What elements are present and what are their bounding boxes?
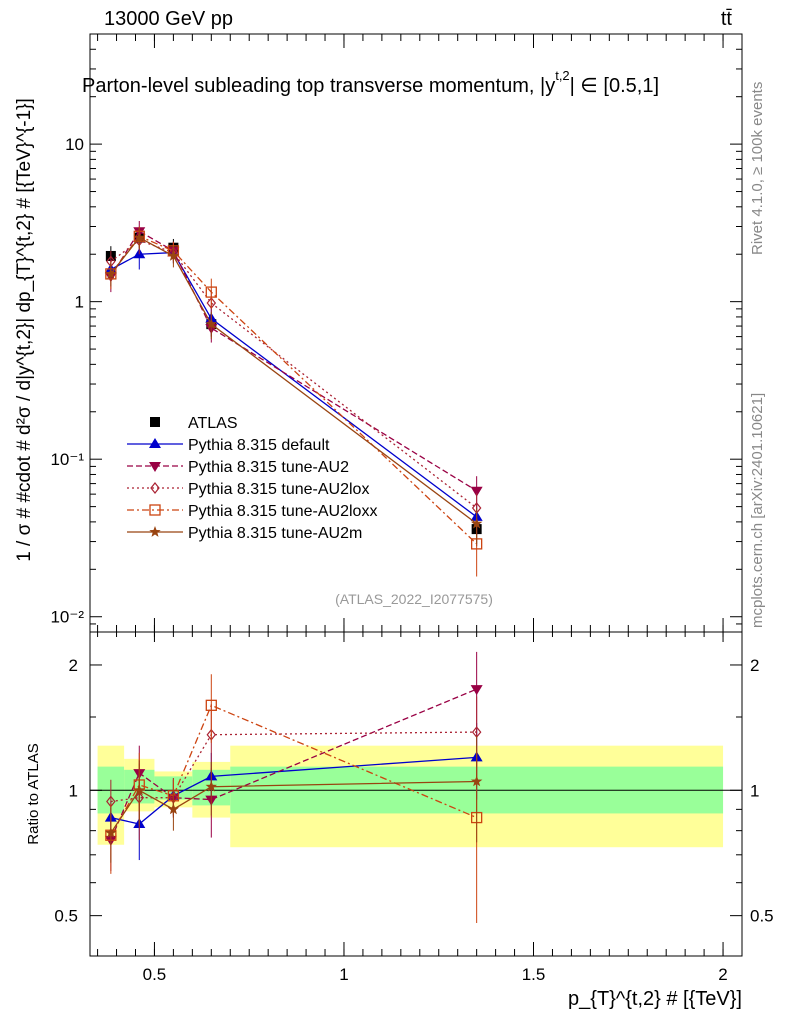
legend-label-4: Pythia 8.315 tune-AU2loxx [188,503,377,520]
ratio-point-4-4 [470,775,483,787]
ratio-series-line-1 [110,688,477,841]
main-point-5-4 [470,517,483,529]
legend-marker-0 [150,417,160,427]
ratio-uncertainty-bands [97,745,724,848]
legend-label-2: Pythia 8.315 tune-AU2 [188,459,349,476]
x-tick-label-3: 2 [718,965,727,984]
main-series-0 [105,228,482,547]
ratio-point-4-0 [105,826,117,838]
rivet-label: Rivet 4.1.0, ≥ 100k events [749,82,766,255]
ratio-tick-label-right-1: 1 [750,781,759,800]
legend-marker-5 [149,526,161,537]
legend-label-5: Pythia 8.315 tune-AU2m [188,525,362,542]
main-axis-ticks: 10⁻² 10⁻¹ 1 10 [50,33,742,633]
ratio-tick-label-left-1: 1 [69,781,78,800]
main-tick-label-0: 10⁻² [50,608,84,627]
ratio-point-1-4 [470,685,483,696]
legend-marker-4 [149,504,161,516]
ratio-tick-label-left-2: 2 [69,656,78,675]
legend-label-3: Pythia 8.315 tune-AU2lox [188,481,369,498]
ratio-tick-label-left-0: 0.5 [54,907,78,926]
main-series-5 [105,227,483,544]
ratio-tick-label-right-2: 2 [750,656,759,675]
x-tick-label-2: 1.5 [522,965,546,984]
ratio-y-axis-title: Ratio to ATLAS [25,743,42,844]
main-series-line-1 [110,251,478,518]
main-point-5-1 [133,231,145,243]
legend-marker-2 [149,462,161,472]
ratio-point-3-3 [205,699,217,711]
chart-title-sup: t,2 [555,68,569,83]
main-y-axis-title: 1 / σ # #cdot # d²σ / d|y^{t,2}| dp_{T}^… [14,98,35,562]
chart-title-tail: | ∈ [0.5,1] [570,75,659,97]
x-axis-title: p_{T}^{t,2} # [{TeV}] [568,988,742,1010]
ratio-panel-frame [89,631,743,957]
x-tick-label-1: 1 [339,965,348,984]
main-point-4-3 [205,286,217,298]
ratio-series-4 [105,736,483,863]
main-series-4 [105,226,483,577]
ratio-tick-label-right-0: 0.5 [750,907,774,926]
main-panel-frame [89,33,743,633]
main-point-5-2 [167,250,180,261]
legend-marker-3 [150,482,160,494]
main-series-layer [104,221,483,577]
main-point-5-0 [105,267,117,279]
main-tick-label-1: 10⁻¹ [50,450,84,469]
legend-marker-1 [149,438,161,448]
analysis-watermark: (ATLAS_2022_I2077575) [335,591,493,607]
chart-title-main: Parton-level subleading top transverse m… [82,75,555,97]
source-label: mcplots.cern.ch [arXiv:2401.10621] [749,393,766,628]
x-tick-label-0: 0.5 [143,965,167,984]
legend: ATLAS Pythia 8.315 default Pythia 8.315 tu… [127,415,377,542]
chart-title: Parton-level subleading top transverse m… [82,68,659,97]
process-label: tt̄ [721,8,733,30]
main-tick-label-2: 1 [75,293,84,312]
ratio-axis-ticks: 0.5 0.5 1 1 2 2 [54,656,773,926]
legend-label-1: Pythia 8.315 default [188,437,330,454]
main-point-5-3 [205,318,217,329]
x-axis-ticks: 0.5 1 1.5 2 [97,34,728,984]
ratio-series-layer [104,651,483,924]
legend-label-0: ATLAS [188,415,238,432]
energy-label: 13000 GeV pp [104,8,233,30]
ratio-point-4-2 [167,803,180,815]
main-point-2-4 [470,486,483,497]
main-tick-label-3: 10 [65,135,84,154]
ratio-point-4-1 [133,784,145,796]
ratio-point-4-3 [205,780,217,792]
